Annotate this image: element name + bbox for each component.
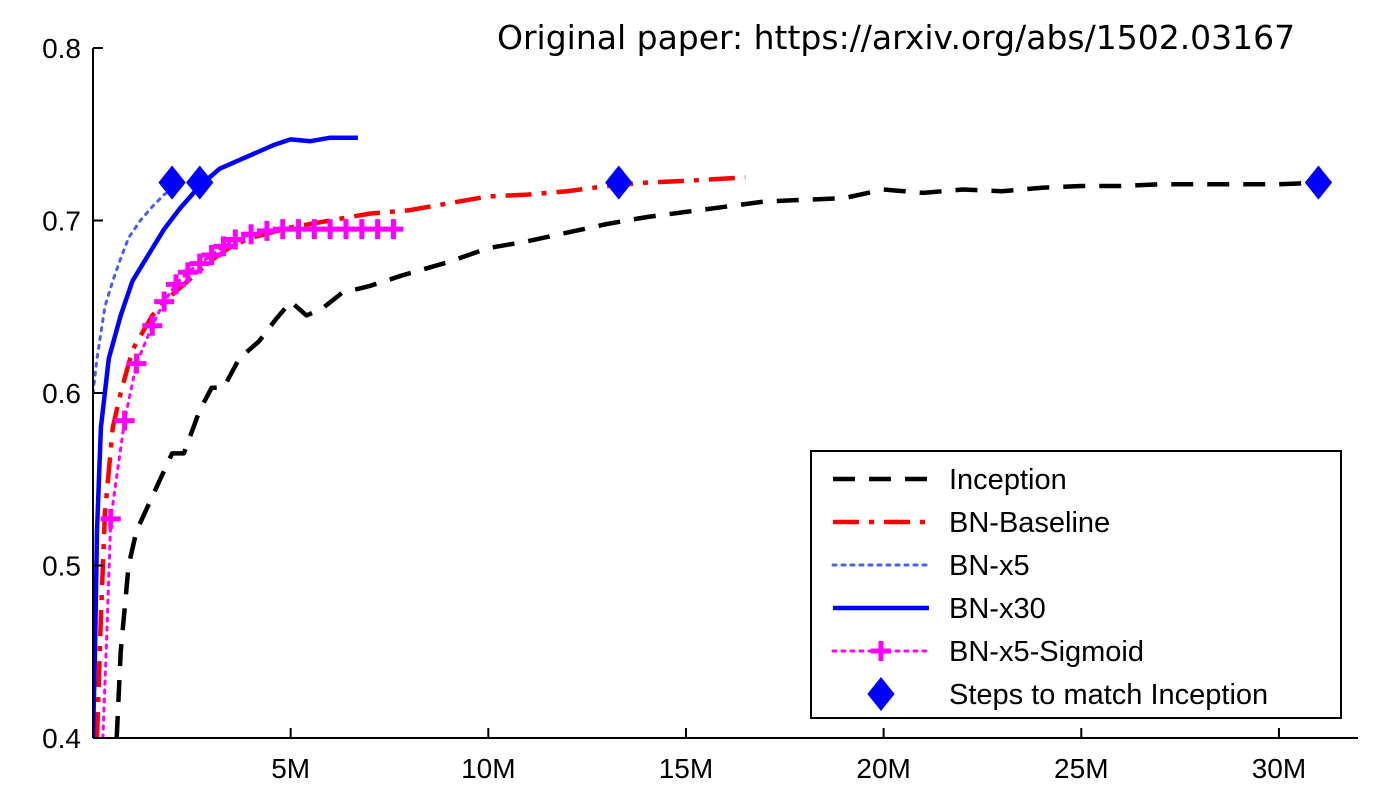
data-point-bn-x5-sigmoid-13 (241, 224, 262, 245)
data-point-bn-x5-sigmoid-9 (189, 253, 210, 274)
data-point-bn-x5-sigmoid-4 (126, 353, 147, 374)
data-point-bn-x5-sigmoid-7 (166, 274, 187, 295)
axes: 0.4 0.5 0.6 0.7 0.8 5M 10M 15M 20M 25M 30M (42, 33, 1358, 784)
y-tick-label: 0.6 (42, 378, 81, 409)
series-line-inception (114, 180, 1319, 738)
data-point-bn-x5-sigmoid-12 (225, 229, 246, 250)
x-tick-label: 20M (856, 753, 910, 784)
data-point-steps-to-match-inception-2 (605, 165, 633, 200)
data-point-bn-x5-sigmoid-5 (142, 315, 163, 336)
series-layer (93, 135, 1333, 738)
source-annotation: Original paper: https://arxiv.org/abs/15… (497, 18, 1296, 57)
series-line-bn-x5 (93, 184, 178, 395)
legend-label-bn-x5-sigmoid: BN-x5-Sigmoid (949, 636, 1144, 668)
legend-label-bn-x30: BN-x30 (949, 593, 1046, 625)
legend-marker-bn-x5-sigmoid (871, 641, 891, 661)
y-tick-label: 0.4 (42, 723, 81, 754)
legend: Inception BN-Baseline BN-x5 BN-x30 BN-x5-Sig… (810, 450, 1342, 719)
y-tick-label: 0.7 (42, 206, 81, 237)
x-tick-label: 15M (659, 753, 713, 784)
legend-label-bn-baseline: BN-Baseline (949, 507, 1110, 539)
x-tick-label: 10M (461, 753, 515, 784)
legend-marker-steps-to-match-inception (867, 676, 895, 712)
x-tick-label: 25M (1054, 753, 1108, 784)
data-point-bn-x5-sigmoid-2 (100, 508, 121, 529)
legend-box (810, 450, 1342, 719)
x-tick-label: 30M (1252, 753, 1306, 784)
data-point-bn-x5-sigmoid-6 (154, 291, 175, 312)
y-tick-label: 0.8 (42, 33, 81, 64)
data-point-bn-x5-sigmoid-10 (201, 245, 222, 265)
data-point-steps-to-match-inception-0 (158, 165, 186, 200)
x-tick-label: 5M (271, 753, 310, 784)
y-tick-label: 0.5 (42, 551, 81, 582)
data-point-bn-x5-sigmoid-11 (213, 236, 234, 257)
data-point-steps-to-match-inception-1 (186, 165, 214, 200)
data-point-bn-x5-sigmoid-8 (177, 262, 198, 283)
legend-label-inception: Inception (949, 464, 1067, 496)
legend-label-steps-to-match-inception: Steps to match Inception (949, 679, 1268, 711)
data-point-bn-x5-sigmoid-22 (383, 219, 404, 240)
data-point-steps-to-match-inception-3 (1304, 165, 1333, 200)
series-line-bn-x30 (93, 135, 358, 738)
series-line-bn-x5-sigmoid (101, 227, 395, 738)
data-point-bn-x5-sigmoid-3 (114, 410, 135, 431)
legend-label-bn-x5: BN-x5 (949, 550, 1030, 582)
